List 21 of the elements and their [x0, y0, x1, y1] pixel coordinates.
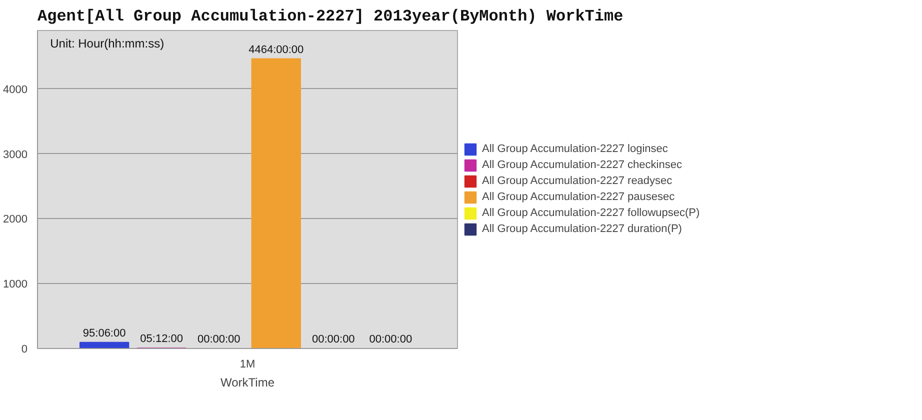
- chart-title: Agent[All Group Accumulation-2227] 2013year(ByMonth) WorkTime: [38, 8, 624, 26]
- legend-label: All Group Accumulation-2227 followupsec(P): [482, 206, 700, 220]
- legend-label: All Group Accumulation-2227 pausesec: [482, 190, 675, 204]
- data-label: 00:00:00: [197, 334, 240, 346]
- data-label: 00:00:00: [369, 334, 412, 346]
- y-tick-label: 1000: [3, 278, 28, 291]
- y-tick-label: 2000: [3, 214, 28, 226]
- x-axis-title: WorkTime: [220, 376, 275, 390]
- data-label: 95:06:00: [82, 327, 126, 340]
- x-tick-label: 1M: [240, 358, 256, 370]
- data-label: 05:12:00: [140, 333, 184, 346]
- y-tick-label: 3000: [3, 148, 28, 161]
- y-tick-label: 4000: [3, 84, 28, 96]
- annotation: Unit: Hour(hh:mm:ss): [50, 36, 164, 50]
- legend-label: All Group Accumulation-2227 checkinsec: [482, 158, 682, 172]
- data-label: 4464:00:00: [248, 44, 304, 56]
- y-tick-label: 0: [21, 344, 28, 356]
- legend-label: All Group Accumulation-2227 loginsec: [482, 142, 668, 156]
- legend-label: All Group Accumulation-2227 readysec: [482, 174, 672, 188]
- legend-label: All Group Accumulation-2227 duration(P): [482, 222, 682, 236]
- data-label: 00:00:00: [312, 334, 355, 346]
